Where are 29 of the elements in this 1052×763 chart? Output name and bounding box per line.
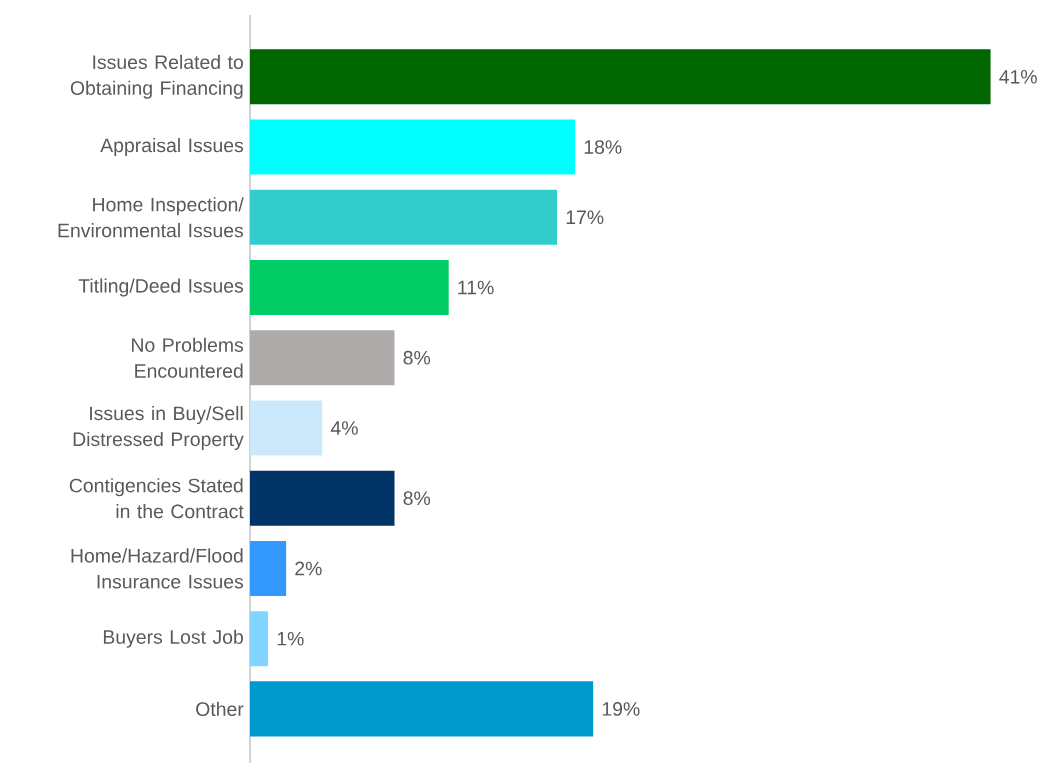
y-tick-label: Contigencies Stated in the Contract	[69, 478, 244, 519]
data-label: 17%	[566, 210, 604, 225]
data-label: 2%	[295, 561, 322, 576]
bar	[250, 49, 991, 105]
y-tick-label: Buyers Lost Job	[103, 629, 243, 648]
data-label: 1%	[277, 631, 304, 646]
data-label: 8%	[403, 491, 431, 506]
y-tick-label: Issues in Buy/Sell Distressed Property	[73, 405, 244, 450]
bar	[250, 681, 594, 737]
data-label: 19%	[602, 702, 640, 716]
data-label: 41%	[999, 70, 1037, 84]
data-label: 8%	[403, 350, 431, 365]
bar	[250, 400, 323, 456]
y-tick-label: Issues Related to Obtaining Financing	[70, 54, 243, 99]
bar	[250, 540, 287, 597]
bar	[250, 119, 576, 175]
y-tick-label: Titling/Deed Issues	[78, 278, 244, 297]
data-label: 18%	[584, 140, 622, 154]
y-tick-label: Appraisal Issues	[100, 137, 244, 157]
bar	[250, 259, 449, 316]
data-label: 11%	[458, 280, 494, 295]
y-tick-label: Home Inspection/ Environmental Issues	[58, 197, 244, 238]
bar	[250, 189, 558, 245]
y-tick-label: Other	[196, 701, 244, 717]
bar	[250, 611, 269, 667]
y-tick-label: Home/Hazard/Flood Insurance Issues	[71, 548, 244, 589]
y-tick-label: No Problems Encountered	[132, 337, 244, 378]
bar	[250, 470, 395, 526]
data-label: 4%	[330, 421, 358, 435]
